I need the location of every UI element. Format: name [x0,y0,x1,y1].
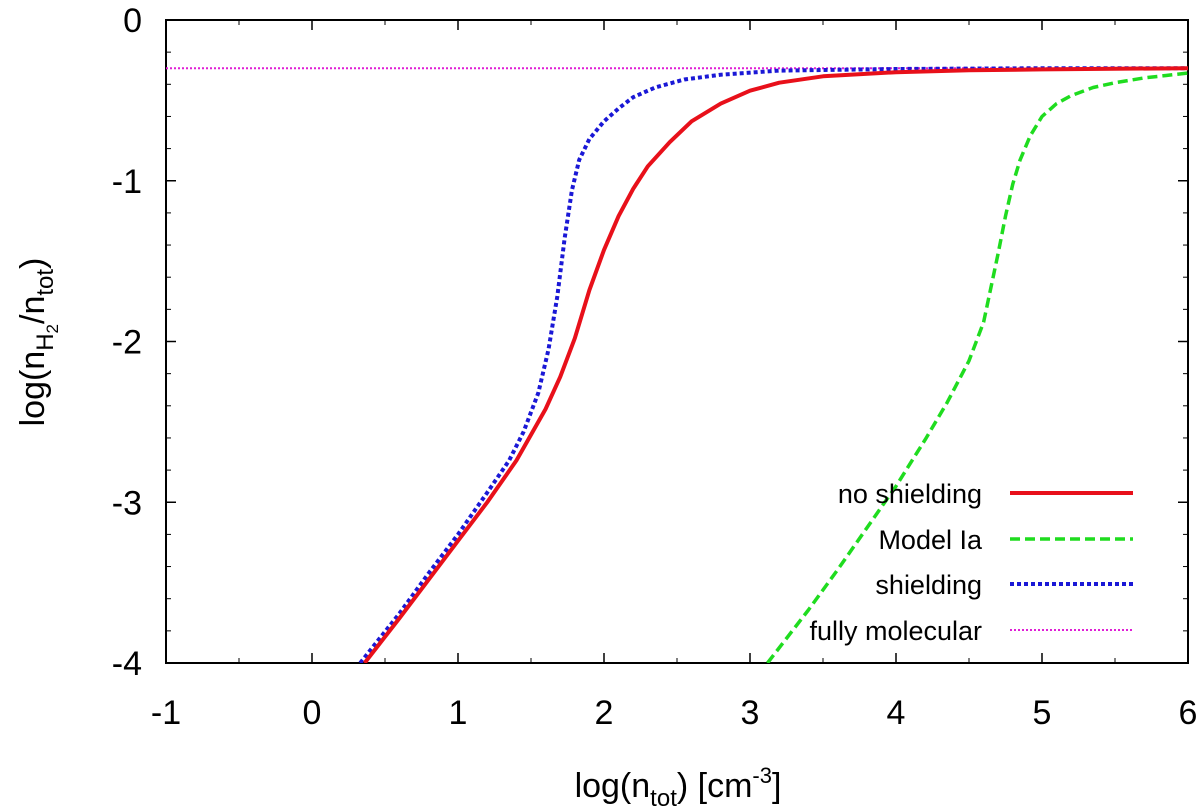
legend-label-model-ia: Model Ia [878,525,983,555]
y-axis-title-subscript: H [32,333,59,350]
x-axis-title-middle: ) [cm [677,767,753,805]
x-tick-label: 3 [741,694,760,732]
legend-entry-fully-molecular: fully molecular [809,616,1133,646]
x-axis-title-prefix: log(n [575,767,651,805]
x-axis-title-subscript: tot [650,785,677,811]
x-axis-title-suffix: ] [772,767,781,805]
x-axis-ticks: -1 0 1 2 3 4 5 6 [151,20,1198,732]
y-tick-label: -2 [112,324,142,362]
y-tick-label: 0 [123,2,142,40]
y-axis-title-middle: /n [14,296,52,324]
x-tick-label: 6 [1179,694,1198,732]
y-axis-title-subsubscript: 2 [43,324,62,333]
y-tick-label: -1 [112,163,142,201]
plot-frame [165,19,1189,664]
x-tick-label: 5 [1033,694,1052,732]
legend-entry-model-ia: Model Ia [878,525,1133,555]
series-layer [166,66,1188,663]
y-axis-title: log(nH2/ntot) [14,258,62,427]
x-tick-label: 0 [303,694,322,732]
series-line-no-shielding [363,66,1188,663]
y-tick-label: -3 [112,484,142,522]
legend-label-no-shielding: no shielding [838,479,982,509]
series-line-shielding [358,66,1188,663]
series-line-model-ia [766,71,1188,663]
x-tick-label: 1 [449,694,468,732]
x-axis-title-superscript: -3 [752,763,772,788]
legend-label-shielding: shielding [875,570,982,600]
legend: no shielding Model Ia shielding fully mo… [809,479,1133,646]
y-tick-label: -4 [112,645,142,683]
x-tick-label: 4 [887,694,906,732]
legend-entry-shielding: shielding [875,570,1133,600]
x-tick-label: 2 [595,694,614,732]
legend-entry-no-shielding: no shielding [838,479,1133,509]
y-axis-ticks: 0 -1 -2 -3 -4 [112,2,1188,683]
x-tick-label: -1 [151,694,181,732]
y-axis-title-suffix: ) [14,258,52,269]
y-axis-title-subscript2: tot [32,269,59,296]
y-axis-title-prefix: log(n [14,351,52,427]
x-axis-title: log(ntot) [cm-3] [575,763,782,811]
legend-label-fully-molecular: fully molecular [809,616,982,646]
